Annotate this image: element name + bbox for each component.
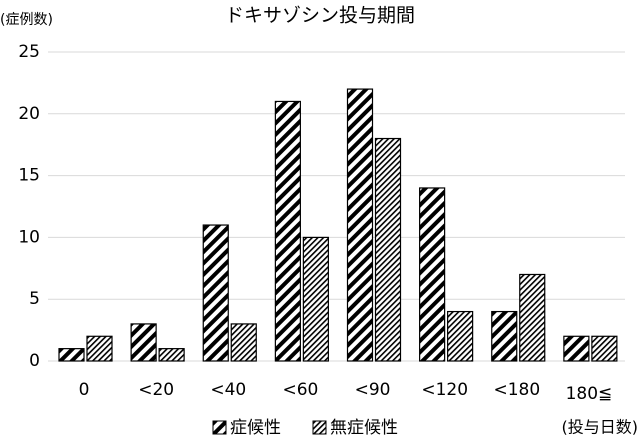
x-axis-label: (投与日数): [562, 418, 639, 437]
bar: [302, 236, 329, 362]
bar: [86, 335, 113, 362]
y-tick-label: 15: [18, 166, 40, 186]
y-axis-label: (症例数): [0, 12, 53, 28]
bar: [563, 335, 590, 362]
bar: [591, 335, 618, 362]
bar: [202, 224, 229, 362]
bar: [58, 348, 85, 362]
x-tick-label: 180≦: [566, 384, 613, 404]
legend-label: 無症候性: [330, 418, 398, 438]
x-tick-label: <60: [282, 380, 318, 400]
bar: [230, 323, 257, 362]
y-tick-label: 25: [18, 42, 40, 62]
bar: [447, 310, 474, 362]
bar: [519, 273, 546, 362]
x-tick-label: <40: [210, 380, 246, 400]
bar: [491, 310, 518, 362]
x-tick-label: <120: [421, 380, 468, 400]
legend-swatch: [312, 420, 327, 435]
bar: [346, 88, 374, 362]
legend-label: 症候性: [230, 418, 281, 438]
bar: [274, 100, 301, 362]
chart-title: ドキサゾシン投与期間: [225, 5, 415, 27]
bar: [374, 137, 402, 362]
x-tick-label: <20: [138, 380, 174, 400]
bar: [158, 348, 185, 362]
y-tick-label: 10: [18, 227, 40, 247]
legend-swatch: [212, 420, 227, 435]
x-tick-label: 0: [79, 380, 90, 400]
y-tick-label: 0: [29, 351, 40, 371]
y-tick-label: 5: [29, 289, 40, 309]
y-tick-label: 20: [18, 104, 40, 124]
x-tick-label: <90: [355, 380, 391, 400]
x-tick-label: <180: [493, 380, 540, 400]
bar: [130, 323, 157, 362]
bar: [419, 187, 446, 362]
